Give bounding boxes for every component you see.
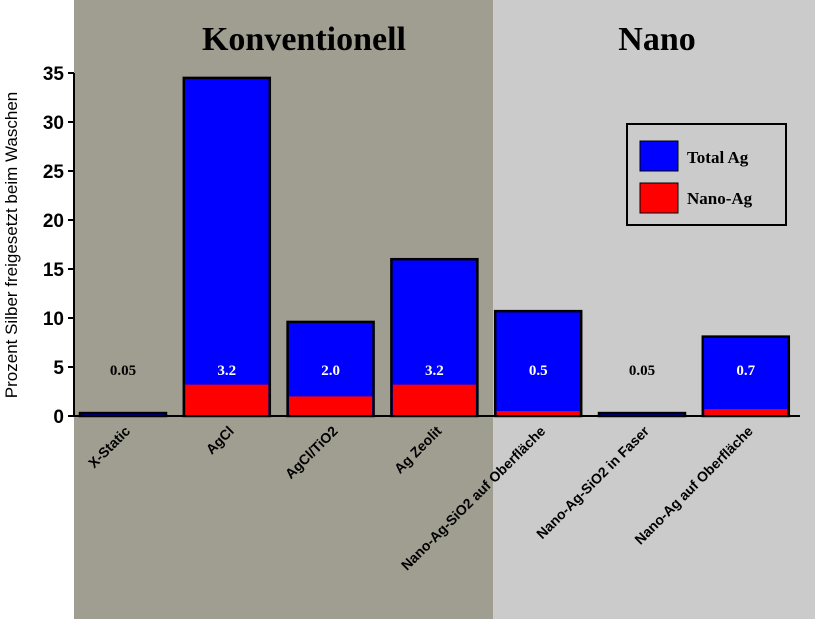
data-label: 3.2 [425, 363, 444, 379]
data-label: 2.0 [321, 363, 340, 379]
data-label: 3.2 [217, 363, 236, 379]
data-label: 0.05 [629, 363, 655, 379]
legend-label-total-ag: Total Ag [687, 148, 749, 167]
legend-label-nano-ag: Nano-Ag [687, 189, 753, 208]
bar-nano-ag [392, 384, 476, 415]
bar-total-ag [701, 335, 791, 418]
data-label: 0.05 [110, 363, 136, 379]
group-label-konventionell: Konventionell [202, 21, 406, 58]
legend: Total Ag Nano-Ag [626, 123, 787, 226]
bar-nano-ag [289, 396, 373, 415]
legend-swatch-nano-ag [639, 182, 679, 214]
bar-total-ag [182, 76, 272, 418]
y-tick-label: 30 [43, 113, 64, 134]
group-label-nano: Nano [618, 21, 695, 58]
legend-swatch-total-ag [639, 140, 679, 172]
y-tick-label: 15 [43, 260, 65, 281]
bar-total-ag [597, 411, 687, 418]
y-tick-label: 25 [43, 162, 65, 183]
data-label: 0.5 [529, 363, 548, 379]
bar-total-ag [493, 309, 583, 418]
y-tick-label: 5 [53, 358, 64, 379]
y-tick-label: 20 [43, 211, 64, 232]
bar-nano-ag [496, 411, 580, 415]
bar-nano-ag [704, 409, 788, 415]
group-panel-nano [493, 0, 815, 619]
data-label: 0.7 [736, 363, 755, 379]
bar-total-ag [78, 411, 168, 418]
y-tick-label: 0 [53, 407, 64, 428]
y-axis-label: Prozent Silber freigesetzt beim Waschen [2, 92, 21, 398]
y-tick-label: 10 [43, 309, 64, 330]
bar-nano-ag [185, 384, 269, 415]
y-tick-label: 35 [43, 64, 65, 85]
